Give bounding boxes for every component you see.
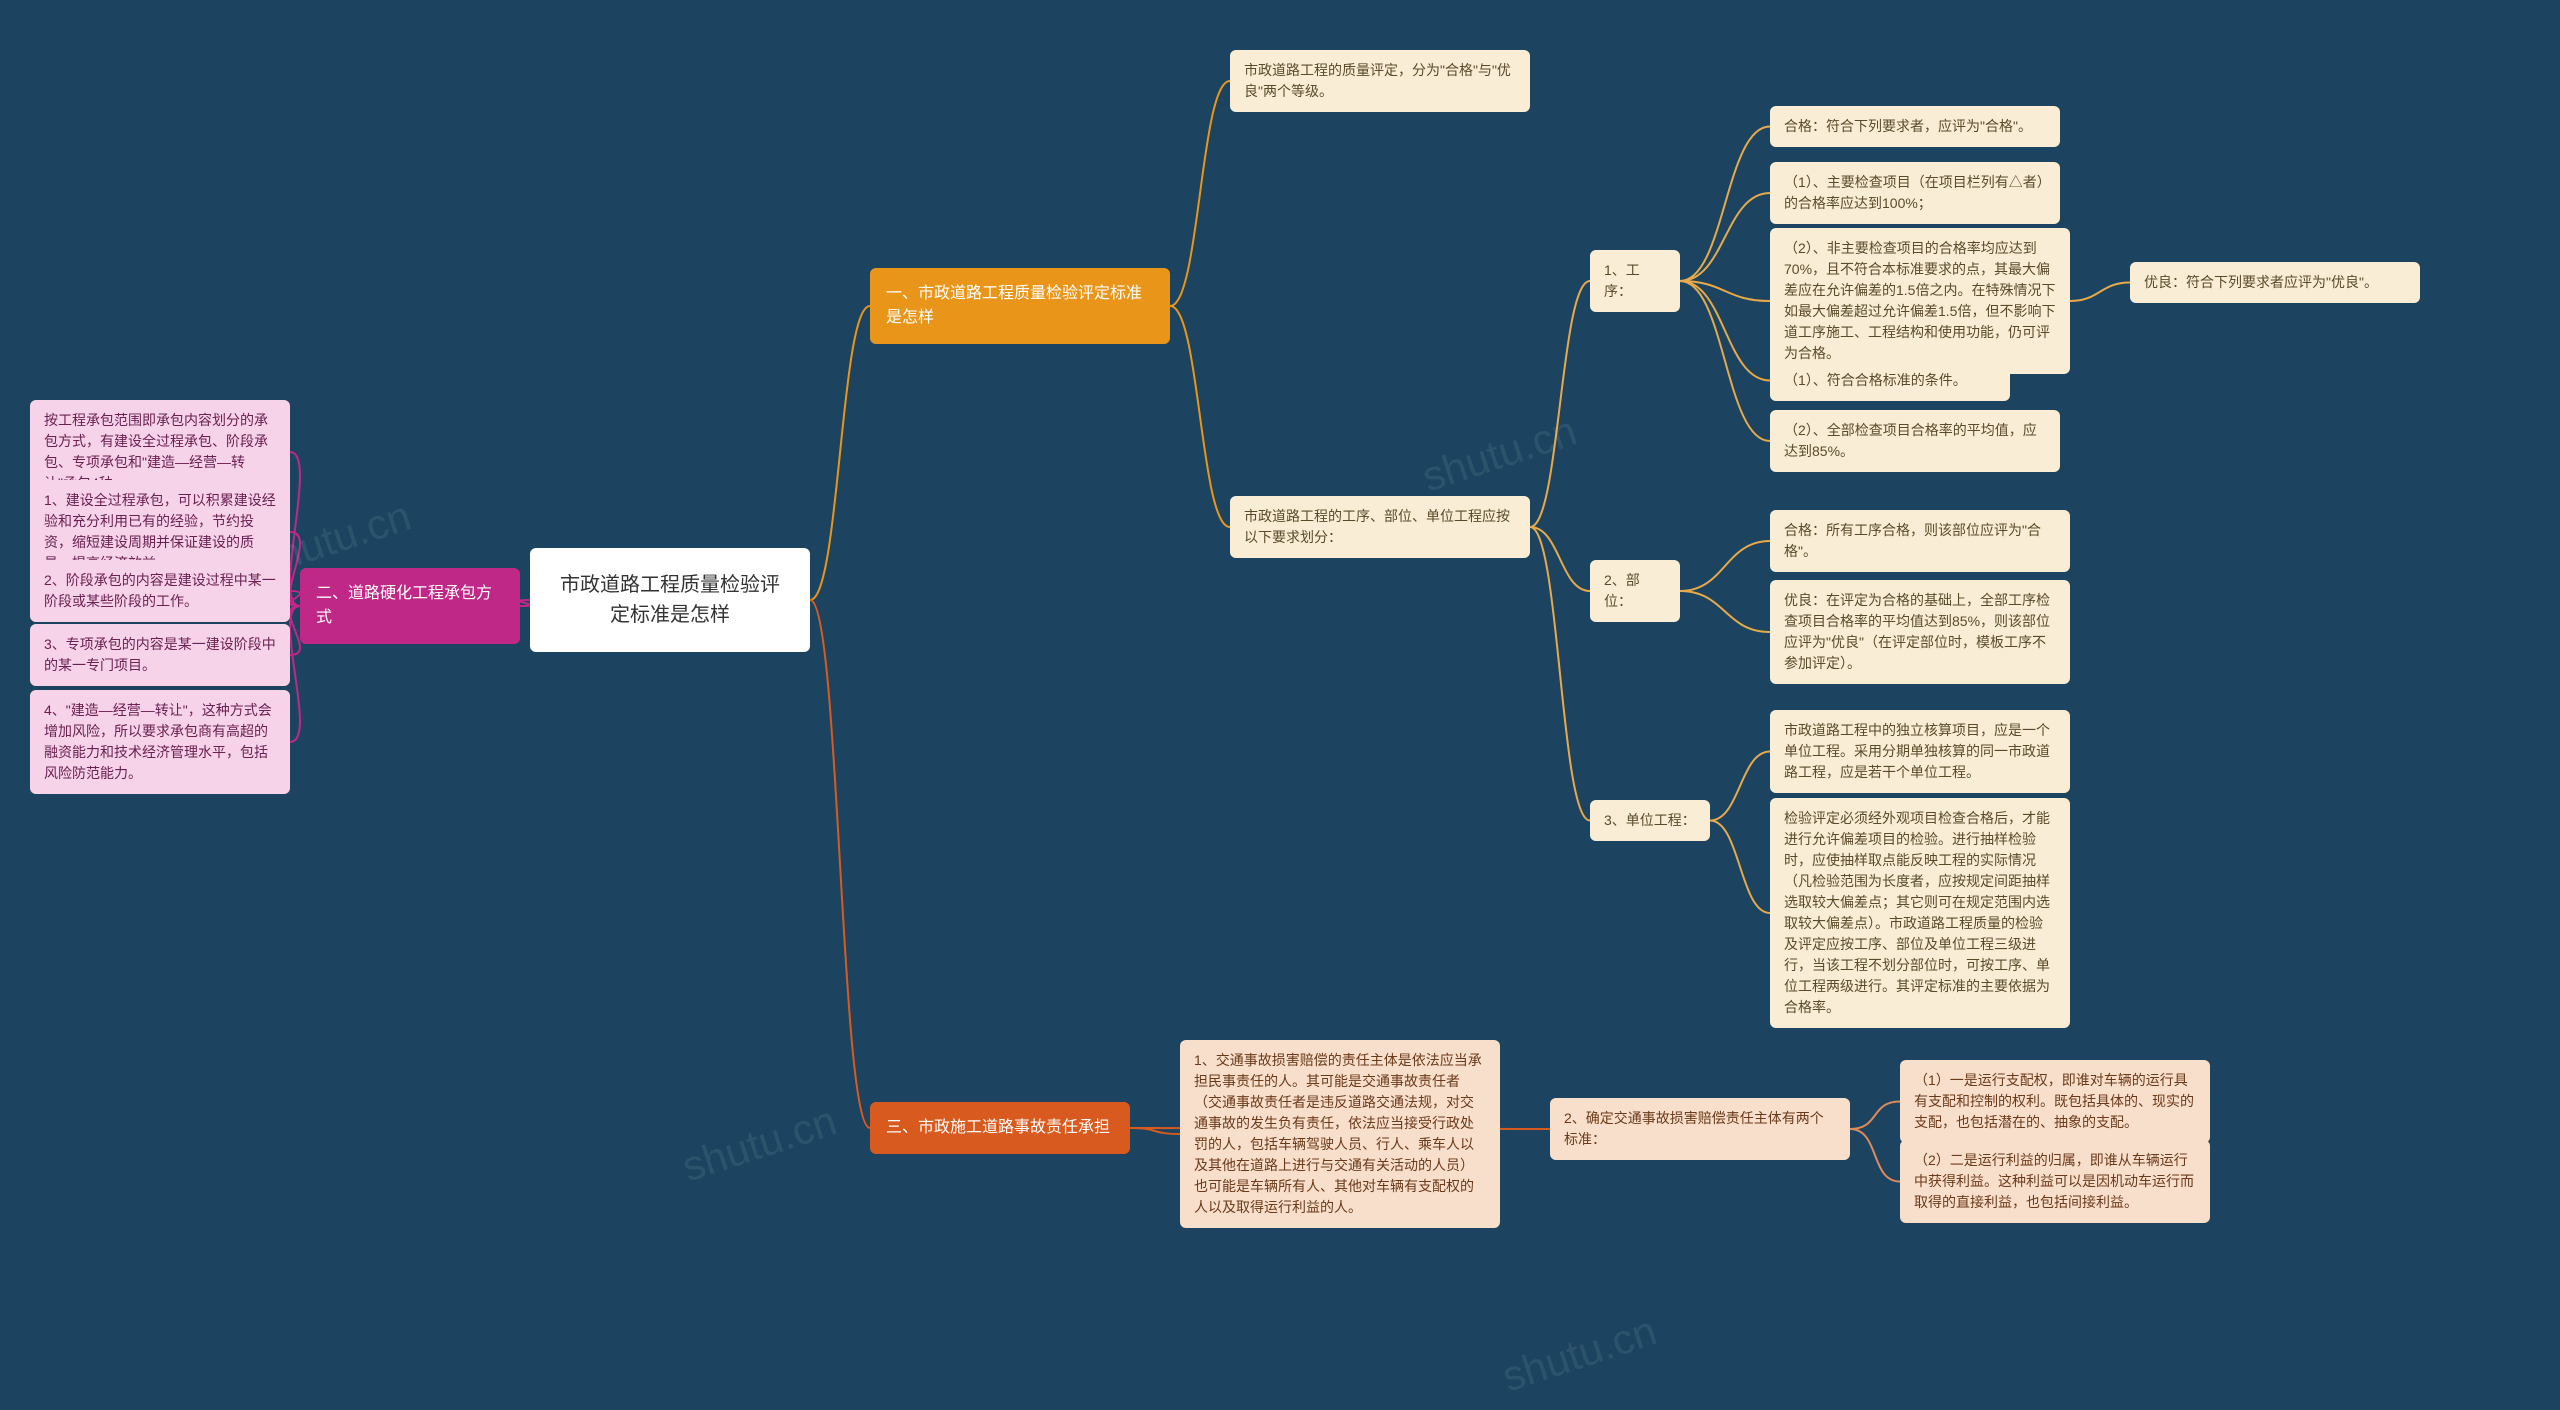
mindmap-node-b3b1: （1）一是运行支配权，即谁对车辆的运行具有支配和控制的权利。既包括具体的、现实的… xyxy=(1900,1060,2210,1143)
mindmap-node-b1b1: 1、工序： xyxy=(1590,250,1680,312)
mindmap-node-b1b3: 3、单位工程： xyxy=(1590,800,1710,841)
mindmap-node-b3b: 2、确定交通事故损害赔偿责任主体有两个标准： xyxy=(1550,1098,1850,1160)
connector xyxy=(520,600,530,606)
connector xyxy=(1680,591,1770,632)
connector xyxy=(1710,752,1770,821)
watermark: shutu.cn xyxy=(1416,407,1582,502)
connector xyxy=(290,452,300,606)
mindmap-node-b1b3a: 市政道路工程中的独立核算项目，应是一个单位工程。采用分期单独核算的同一市政道路工… xyxy=(1770,710,2070,793)
mindmap-node-b1: 一、市政道路工程质量检验评定标准是怎样 xyxy=(870,268,1170,344)
connector xyxy=(1850,1102,1900,1130)
connector xyxy=(2070,283,2130,302)
connector xyxy=(290,606,300,655)
connector xyxy=(1710,821,1770,914)
connector xyxy=(290,532,300,606)
connector xyxy=(1170,306,1230,527)
mindmap-node-b2c: 2、阶段承包的内容是建设过程中某一阶段或某些阶段的工作。 xyxy=(30,560,290,622)
connector xyxy=(1680,281,1770,301)
connector xyxy=(810,306,870,600)
mindmap-node-b1b: 市政道路工程的工序、部位、单位工程应按以下要求划分： xyxy=(1230,496,1530,558)
mindmap-node-b1b2: 2、部位： xyxy=(1590,560,1680,622)
mindmap-node-b1b1a: 合格：符合下列要求者，应评为"合格"。 xyxy=(1770,106,2060,147)
mindmap-node-b1b1b: （1）、主要检查项目（在项目栏列有△者）的合格率应达到100%； xyxy=(1770,162,2060,224)
mindmap-node-b1b2a: 合格：所有工序合格，则该部位应评为"合格"。 xyxy=(1770,510,2070,572)
connector xyxy=(1530,281,1590,527)
mindmap-node-b1b1e: （2）、全部检查项目合格率的平均值，应达到85%。 xyxy=(1770,410,2060,472)
mindmap-node-b2: 二、道路硬化工程承包方式 xyxy=(300,568,520,644)
connector xyxy=(1170,81,1230,306)
watermark: shutu.cn xyxy=(676,1097,842,1192)
mindmap-node-b3b2: （2）二是运行利益的归属，即谁从车辆运行中获得利益。这种利益可以是因机动车运行而… xyxy=(1900,1140,2210,1223)
connector xyxy=(290,606,300,742)
mindmap-node-b1b2b: 优良：在评定为合格的基础上，全部工序检查项目合格率的平均值达到85%，则该部位应… xyxy=(1770,580,2070,684)
connector xyxy=(1680,193,1770,281)
mindmap-node-b1b3b: 检验评定必须经外观项目检查合格后，才能进行允许偏差项目的检验。进行抽样检验时，应… xyxy=(1770,798,2070,1028)
mindmap-node-b1b1d: （1）、符合合格标准的条件。 xyxy=(1770,360,2010,401)
connector xyxy=(1530,527,1590,591)
connector xyxy=(810,600,870,1128)
connector xyxy=(1680,541,1770,591)
connector xyxy=(290,591,300,606)
connector xyxy=(1130,1128,1180,1134)
connector xyxy=(1680,127,1770,282)
mindmap-node-root: 市政道路工程质量检验评定标准是怎样 xyxy=(530,548,810,652)
mindmap-node-b2d: 3、专项承包的内容是某一建设阶段中的某一专门项目。 xyxy=(30,624,290,686)
mindmap-node-b1a: 市政道路工程的质量评定，分为"合格"与"优良"两个等级。 xyxy=(1230,50,1530,112)
connector xyxy=(1680,281,1770,441)
connector xyxy=(1850,1129,1900,1182)
mindmap-node-b3a: 1、交通事故损害赔偿的责任主体是依法应当承担民事责任的人。其可能是交通事故责任者… xyxy=(1180,1040,1500,1228)
connector xyxy=(1530,527,1590,821)
mindmap-node-b1b1f: 优良：符合下列要求者应评为"优良"。 xyxy=(2130,262,2420,303)
mindmap-node-b2e: 4、"建造—经营—转让"，这种方式会增加风险，所以要求承包商有高超的融资能力和技… xyxy=(30,690,290,794)
connector xyxy=(1680,281,1770,381)
mindmap-node-b1b1c: （2）、非主要检查项目的合格率均应达到70%，且不符合本标准要求的点，其最大偏差… xyxy=(1770,228,2070,374)
mindmap-node-b3: 三、市政施工道路事故责任承担 xyxy=(870,1102,1130,1154)
watermark: shutu.cn xyxy=(1496,1307,1662,1402)
